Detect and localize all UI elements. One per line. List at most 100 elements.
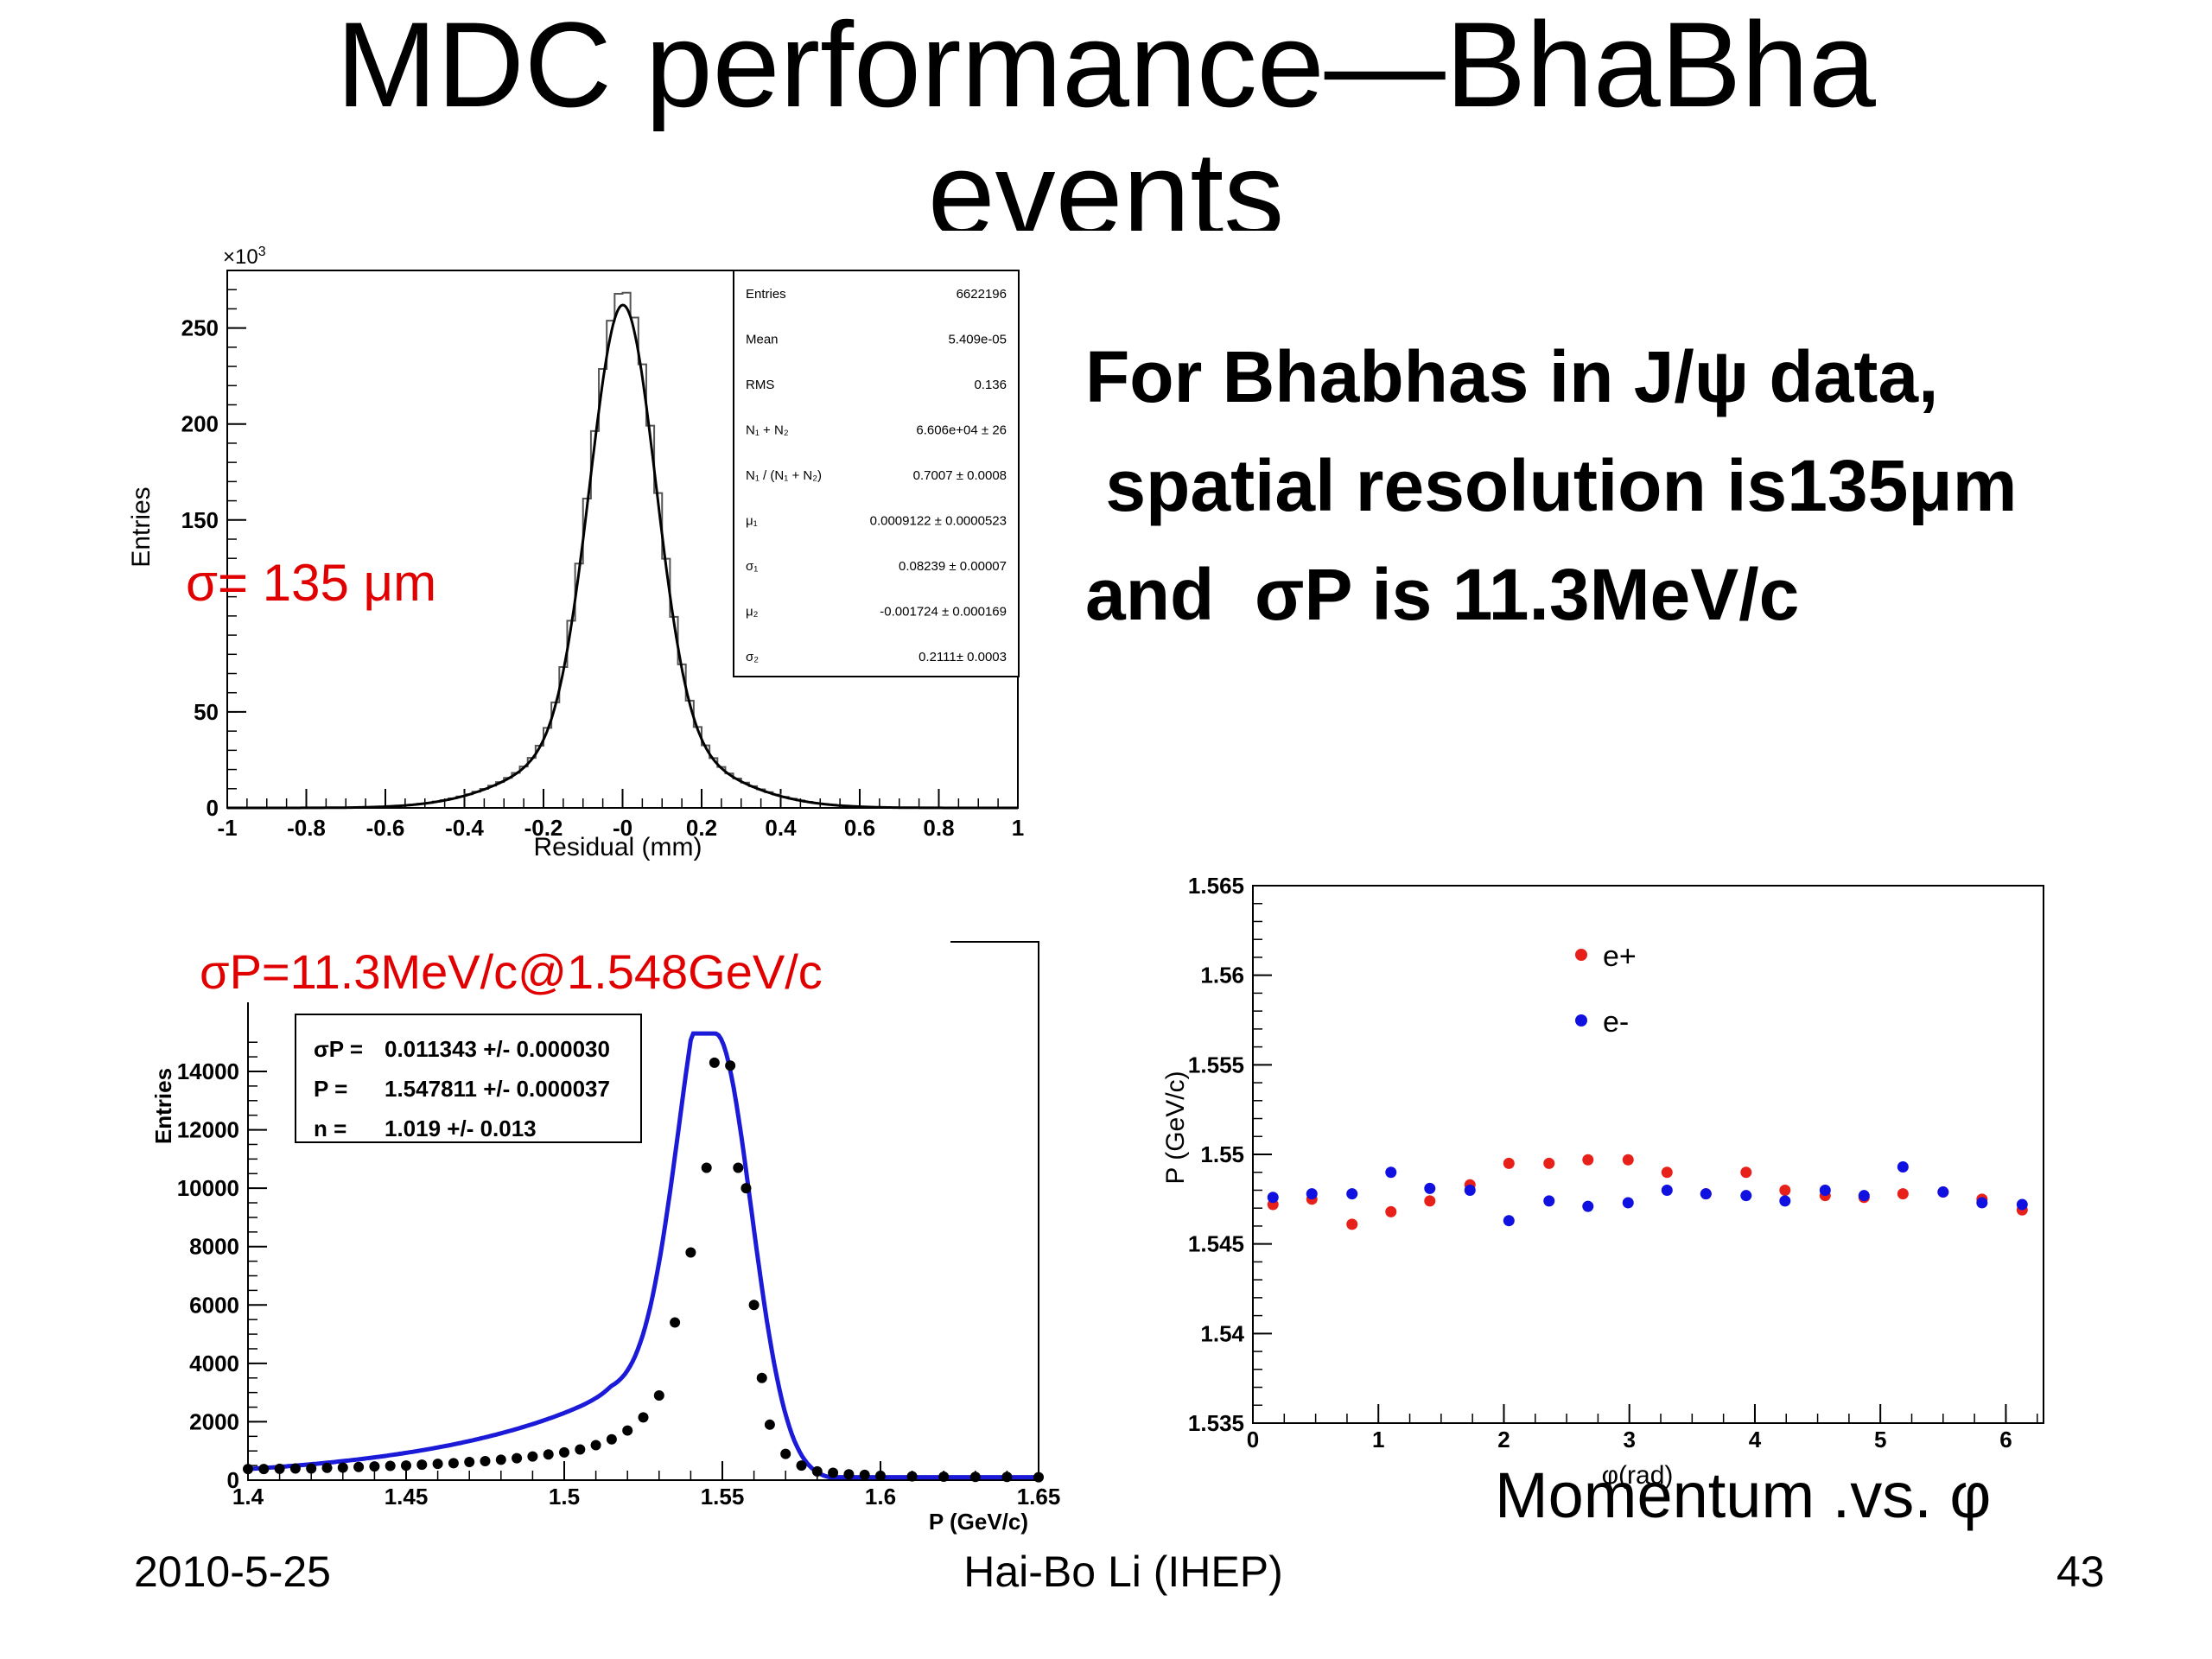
phi-x-tick-label: 4 bbox=[1749, 1427, 1762, 1452]
momentum-data-point bbox=[353, 1461, 365, 1472]
eminus-point bbox=[1543, 1195, 1555, 1207]
residual-y-tick-label: 50 bbox=[194, 699, 219, 725]
eplus-point bbox=[1779, 1184, 1791, 1196]
residual-y-tick-label: 150 bbox=[181, 507, 219, 533]
momentum-fit-value: 1.547811 +/- 0.000037 bbox=[385, 1076, 610, 1102]
phi-x-label: φ(rad) bbox=[1602, 1461, 1674, 1490]
residual-stat-name: N₁ + N₂ bbox=[746, 423, 789, 438]
phi-x-tick-label: 3 bbox=[1623, 1427, 1635, 1452]
eminus-point bbox=[1346, 1188, 1358, 1200]
momentum-data-point bbox=[764, 1419, 775, 1430]
residual-x-tick-label: 0.2 bbox=[686, 815, 717, 841]
momentum-data-point bbox=[843, 1469, 855, 1480]
phi-y-tick-label: 1.565 bbox=[1188, 873, 1244, 899]
momentum-data-point bbox=[741, 1183, 752, 1194]
residual-y-label: Entries bbox=[127, 486, 156, 567]
momentum-data-point bbox=[670, 1317, 681, 1328]
legend-eplus-marker bbox=[1575, 949, 1587, 961]
momentum-fit-box bbox=[295, 1014, 642, 1143]
residual-y-multiplier: ×103 bbox=[223, 245, 266, 269]
eminus-point bbox=[1740, 1190, 1752, 1202]
legend-eminus-marker bbox=[1575, 1014, 1587, 1027]
momentum-data-point bbox=[590, 1440, 601, 1451]
momentum-points bbox=[243, 1057, 1044, 1483]
residual-x-tick-label: -0 bbox=[613, 815, 632, 841]
phi-x-tick-label: 0 bbox=[1247, 1427, 1259, 1452]
momentum-x-tick-label: 1.4 bbox=[232, 1484, 264, 1510]
phi-y-ticks: 1.535 1.54 1.545 1.55 1.555 1.56 1.565 bbox=[1188, 873, 1272, 1436]
momentum-data-point bbox=[969, 1471, 981, 1483]
eminus-point bbox=[1306, 1188, 1318, 1200]
residual-stat-value: 0.0009122 ± 0.0000523 bbox=[870, 514, 1007, 529]
bullet-2: spatial resolution is135μm bbox=[1085, 445, 2018, 526]
residual-x-tick-label: 0.8 bbox=[923, 815, 954, 841]
residual-stat-value: 6622196 bbox=[957, 287, 1007, 302]
momentum-data-point bbox=[274, 1463, 285, 1474]
residual-stats: Entries 6622196 Mean 5.409e-05 RMS 0.136 N₁ + … bbox=[746, 287, 1007, 664]
eminus-point bbox=[1700, 1188, 1712, 1200]
eplus-point bbox=[1582, 1154, 1594, 1166]
eminus-point bbox=[1897, 1161, 1909, 1173]
momentum-data-point bbox=[385, 1460, 396, 1471]
footer-date: 2010-5-25 bbox=[134, 1548, 331, 1596]
momentum-data-point bbox=[1033, 1471, 1044, 1483]
residual-y-tick-label: 200 bbox=[181, 411, 219, 437]
residual-stats-box bbox=[733, 270, 1020, 677]
residual-stat-value: 0.136 bbox=[974, 378, 1007, 392]
momentum-data-point bbox=[811, 1465, 823, 1477]
eminus-point bbox=[1503, 1215, 1515, 1227]
residual-x-tick-label: 0.6 bbox=[844, 815, 875, 841]
residual-stat-value: 0.2111± 0.0003 bbox=[918, 650, 1007, 664]
momentum-fit-value: 1.019 +/- 0.013 bbox=[385, 1116, 537, 1141]
footer-page-number: 43 bbox=[2056, 1548, 2105, 1596]
momentum-fit-name: P = bbox=[314, 1076, 347, 1102]
momentum-data-point bbox=[432, 1459, 443, 1470]
momentum-y-tick-label: 12000 bbox=[177, 1117, 239, 1143]
residual-stat-name: μ₁ bbox=[746, 514, 758, 529]
residual-stat-value: -0.001724 ± 0.000169 bbox=[880, 605, 1007, 620]
residual-stat-value: 5.409e-05 bbox=[948, 333, 1007, 347]
title-line-1: MDC performance—BhaBha bbox=[336, 0, 1876, 132]
residual-stat-name: N₁ / (N₁ + N₂) bbox=[746, 468, 822, 483]
momentum-x-tick-label: 1.45 bbox=[385, 1484, 429, 1510]
momentum-y-tick-label: 10000 bbox=[177, 1175, 239, 1201]
momentum-data-point bbox=[709, 1057, 720, 1068]
momentum-data-point bbox=[480, 1456, 491, 1467]
residual-stat-name: Mean bbox=[746, 333, 779, 347]
eminus-point bbox=[1582, 1200, 1594, 1212]
momentum-data-point bbox=[243, 1464, 253, 1475]
momentum-data-point bbox=[543, 1449, 554, 1460]
momentum-data-point bbox=[416, 1459, 428, 1471]
bullet-1: For Bhabhas in J/ψ data, bbox=[1085, 336, 1939, 417]
eminus-point bbox=[1661, 1184, 1673, 1196]
momentum-data-point bbox=[725, 1060, 736, 1071]
momentum-x-tick-label: 1.6 bbox=[865, 1484, 896, 1510]
residual-x-tick-label: 0.4 bbox=[765, 815, 797, 841]
eminus-point bbox=[1385, 1166, 1397, 1179]
legend-eminus-label: e- bbox=[1603, 1006, 1629, 1039]
residual-stat-value: 6.606e+04 ± 26 bbox=[916, 423, 1007, 438]
eminus-point bbox=[1424, 1182, 1436, 1194]
momentum-data-point bbox=[448, 1458, 459, 1469]
momentum-fit-name: σP = bbox=[314, 1036, 363, 1062]
eminus-point bbox=[2016, 1198, 2028, 1211]
momentum-fit-value: 0.011343 +/- 0.000030 bbox=[385, 1036, 610, 1062]
eminus-point bbox=[1622, 1197, 1634, 1209]
momentum-x-ticks: 1.4 1.45 1.5 1.55 1.6 1.65 bbox=[232, 1461, 1060, 1510]
momentum-data-point bbox=[796, 1460, 807, 1471]
eminus-point bbox=[1464, 1184, 1476, 1196]
residual-sigma-annotation: σ= 135 μm bbox=[186, 554, 437, 612]
momentum-y-tick-label: 0 bbox=[227, 1467, 239, 1493]
phi-y-tick-label: 1.56 bbox=[1200, 963, 1244, 988]
momentum-chart: 0 2000 4000 6000 8000 10000 12000 14000 1.4 1.45… bbox=[130, 941, 1060, 1535]
eminus-point bbox=[1937, 1186, 1949, 1198]
momentum-fit-stats: σP = 0.011343 +/- 0.000030 P = 1.547811 +/-… bbox=[314, 1036, 610, 1141]
momentum-data-point bbox=[828, 1467, 839, 1478]
momentum-data-point bbox=[575, 1444, 586, 1455]
momentum-data-point bbox=[685, 1247, 696, 1258]
momentum-data-point bbox=[906, 1471, 918, 1482]
residual-fit-curve bbox=[227, 303, 1018, 810]
momentum-data-point bbox=[638, 1412, 649, 1423]
residual-x-tick-label: -0.4 bbox=[445, 815, 484, 841]
phi-y-tick-label: 1.54 bbox=[1200, 1320, 1244, 1346]
